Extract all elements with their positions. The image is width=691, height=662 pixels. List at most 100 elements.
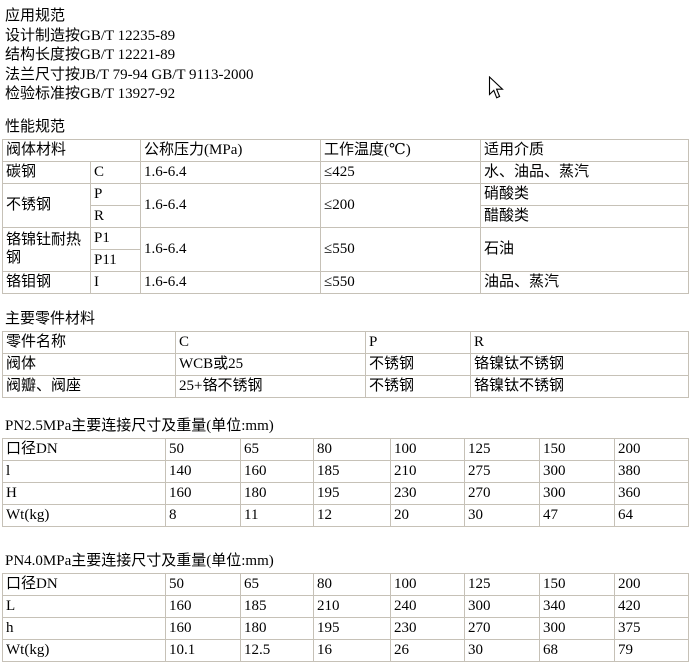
parts-material-title: 主要零件材料: [5, 310, 96, 327]
dn-value-cell: 65: [240, 437, 314, 461]
header-grade-c: C: [175, 330, 366, 354]
material-cell: 铬锦钍耐热钢: [2, 226, 91, 272]
dimension-value-cell: 12.5: [240, 638, 314, 662]
dimension-label-cell: l: [2, 459, 166, 483]
dimension-value-cell: 11: [240, 503, 314, 527]
dimension-value-cell: 8: [165, 503, 241, 527]
dimension-value-cell: 47: [539, 503, 615, 527]
table-header-row: 零件名称 C P R: [2, 330, 689, 354]
spec-line-length: 结构长度按GB/T 12221-89: [5, 47, 176, 63]
table-row-carbon-steel: 碳钢 C 1.6-6.4 ≤425 水、油品、蒸汽: [2, 160, 689, 184]
dn-value-cell: 50: [165, 572, 241, 596]
dimension-label-cell: Wt(kg): [2, 503, 166, 527]
spec-line-flange: 法兰尺寸按JB/T 79-94 GB/T 9113-2000: [5, 66, 254, 83]
dn-label-cell: 口径DN: [2, 572, 166, 596]
grade-cell: C: [89, 160, 142, 184]
dimension-value-cell: 240: [390, 594, 465, 618]
table-row: L 160 185 210 240 300 340 420: [2, 594, 689, 618]
pn40-dimensions-title: PN4.0MPa主要连接尺寸及重量(单位:mm): [5, 552, 274, 569]
dn-value-cell: 50: [165, 437, 241, 461]
table-row: Wt(kg) 10.1 12.5 16 26 30 68 79: [2, 638, 689, 662]
dimension-value-cell: 160: [165, 594, 241, 618]
dimension-value-cell: 180: [240, 481, 314, 505]
performance-table: 阀体材料 公称压力(MPa) 工作温度(℃) 适用介质 碳钢 C 1.6-6.4…: [1, 138, 689, 294]
dimension-value-cell: 300: [539, 616, 615, 640]
dimension-value-cell: 30: [464, 638, 540, 662]
dn-value-cell: 200: [614, 437, 689, 461]
dimension-label-cell: Wt(kg): [2, 638, 166, 662]
dimension-value-cell: 185: [240, 594, 314, 618]
table-row-disc-seat: 阀瓣、阀座 25+铬不锈钢 不锈钢 铬镍钛不锈钢: [2, 374, 689, 398]
dimension-value-cell: 210: [390, 459, 465, 483]
dimension-value-cell: 340: [539, 594, 615, 618]
dn-value-cell: 150: [539, 572, 615, 596]
dimension-value-cell: 230: [390, 616, 465, 640]
pressure-cell: 1.6-6.4: [140, 182, 322, 228]
spec-line-test: 检验标准按GB/T 13927-92: [5, 86, 176, 102]
material-c-cell: 25+铬不锈钢: [175, 374, 366, 398]
dimension-value-cell: 420: [614, 594, 689, 618]
spec-line-design: 设计制造按GB/T 12235-89: [5, 27, 176, 44]
dimension-value-cell: 300: [539, 459, 615, 483]
dimension-value-cell: 160: [165, 616, 241, 640]
header-nominal-pressure: 公称压力(MPa): [140, 138, 322, 162]
dimension-value-cell: 195: [313, 616, 391, 640]
table-row-valve-body: 阀体 WCB或25 不锈钢 铬镍钛不锈钢: [2, 352, 689, 376]
dimension-label-cell: L: [2, 594, 166, 618]
dimension-label-cell: H: [2, 481, 166, 505]
media-cell: 油品、蒸汽: [480, 270, 689, 294]
dimension-value-cell: 300: [464, 594, 540, 618]
table-row-heat-resistant-p1: 铬锦钍耐热钢 P1 1.6-6.4 ≤550 石油: [2, 226, 689, 272]
performance-spec-title: 性能规范: [5, 118, 66, 135]
dimension-value-cell: 230: [390, 481, 465, 505]
table-row: 口径DN 50 65 80 100 125 150 200: [2, 572, 689, 596]
dimension-value-cell: 275: [464, 459, 540, 483]
dimension-value-cell: 185: [313, 459, 391, 483]
dimension-value-cell: 140: [165, 459, 241, 483]
dimension-value-cell: 360: [614, 481, 689, 505]
dn-value-cell: 100: [390, 572, 465, 596]
grade-cell: P1: [89, 226, 142, 250]
pn25-dimensions-title: PN2.5MPa主要连接尺寸及重量(单位:mm): [5, 417, 274, 434]
table-row-cr-mo-steel: 铬钼钢 I 1.6-6.4 ≤550 油品、蒸汽: [2, 270, 689, 294]
temperature-cell: ≤550: [320, 226, 482, 272]
header-body-material: 阀体材料: [1, 138, 142, 162]
application-spec-block: 应用规范 设计制造按GB/T 12235-89 结构长度按GB/T 12221-…: [0, 0, 691, 105]
dimension-label-cell: h: [2, 616, 166, 640]
dn-value-cell: 125: [464, 437, 540, 461]
media-cell: 石油: [480, 226, 689, 272]
grade-cell: R: [89, 204, 142, 228]
dn-value-cell: 65: [240, 572, 314, 596]
part-name-cell: 阀体: [2, 352, 176, 376]
pressure-cell: 1.6-6.4: [140, 270, 322, 294]
dimension-value-cell: 375: [614, 616, 689, 640]
material-r-cell: 铬镍钛不锈钢: [470, 352, 689, 376]
pn25-dimensions-table: 口径DN 50 65 80 100 125 150 200 l 140 160 185 210 275 30…: [2, 437, 689, 527]
pressure-cell: 1.6-6.4: [140, 160, 322, 184]
table-header-row: 阀体材料 公称压力(MPa) 工作温度(℃) 适用介质: [1, 138, 689, 162]
material-cell: 不锈钢: [2, 182, 91, 228]
table-row: l 140 160 185 210 275 300 380: [2, 459, 689, 483]
dimension-value-cell: 160: [240, 459, 314, 483]
dimension-value-cell: 30: [464, 503, 540, 527]
table-row: h 160 180 195 230 270 300 375: [2, 616, 689, 640]
parts-material-table: 零件名称 C P R 阀体 WCB或25 不锈钢 铬镍钛不锈钢 阀瓣、阀座 25…: [2, 330, 689, 398]
dimension-value-cell: 160: [165, 481, 241, 505]
pn40-dimensions-table: 口径DN 50 65 80 100 125 150 200 L 160 185 210 240 300 34…: [2, 572, 689, 662]
grade-cell: P: [89, 182, 142, 206]
dimension-value-cell: 210: [313, 594, 391, 618]
dn-value-cell: 100: [390, 437, 465, 461]
dn-value-cell: 200: [614, 572, 689, 596]
dimension-value-cell: 195: [313, 481, 391, 505]
dimension-value-cell: 79: [614, 638, 689, 662]
material-r-cell: 铬镍钛不锈钢: [470, 374, 689, 398]
temperature-cell: ≤200: [320, 182, 482, 228]
temperature-cell: ≤550: [320, 270, 482, 294]
header-grade-r: R: [470, 330, 689, 354]
dimension-value-cell: 180: [240, 616, 314, 640]
dimension-value-cell: 26: [390, 638, 465, 662]
dimension-value-cell: 20: [390, 503, 465, 527]
material-c-cell: WCB或25: [175, 352, 366, 376]
dn-value-cell: 80: [313, 437, 391, 461]
material-p-cell: 不锈钢: [365, 374, 471, 398]
